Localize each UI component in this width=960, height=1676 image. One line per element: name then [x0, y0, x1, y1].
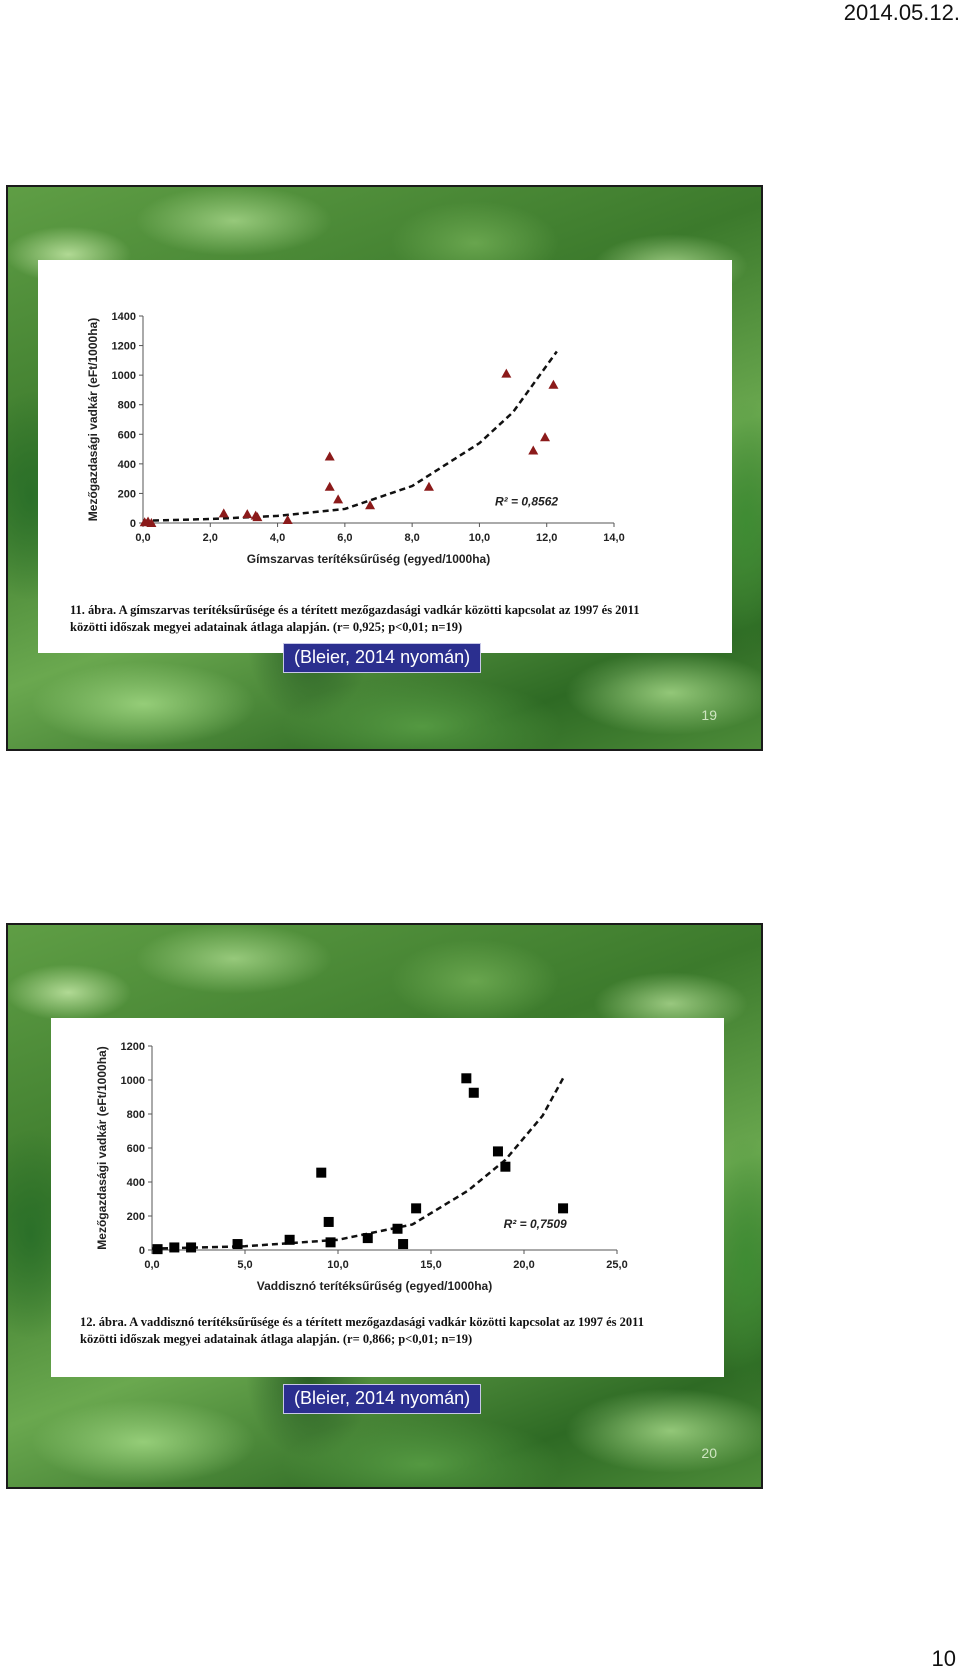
data-point [540, 432, 551, 442]
data-point [333, 494, 344, 504]
y-tick-label: 600 [127, 1143, 145, 1155]
data-point [325, 1237, 336, 1248]
data-point [324, 481, 335, 491]
x-axis-title: Gímszarvas terítéksűrűség (egyed/1000ha) [247, 552, 490, 566]
x-tick-label: 4,0 [270, 532, 285, 544]
y-tick-label: 400 [118, 459, 136, 471]
y-tick-label: 600 [118, 429, 136, 441]
y-tick-label: 1200 [121, 1041, 145, 1053]
x-tick-label: 14,0 [603, 532, 624, 544]
x-tick-label: 15,0 [420, 1259, 441, 1271]
chart-panel-red-deer: 0 200 400 600 800 1000 1200 1400 0,0 2,0 4,0 6,0 8,0… [38, 260, 732, 653]
source-label: (Bleier, 2014 nyomán) [283, 1384, 482, 1414]
page-date: 2014.05.12. [843, 0, 960, 25]
data-point [558, 1203, 569, 1214]
slide-number: 20 [701, 1445, 717, 1461]
data-point [362, 1233, 373, 1244]
data-point [218, 508, 229, 518]
data-point [411, 1203, 422, 1214]
data-point [468, 1087, 479, 1098]
data-point [365, 500, 376, 510]
x-tick-label: 10,0 [469, 532, 490, 544]
r-squared-label: R² = 0,7509 [504, 1217, 567, 1231]
data-point [146, 518, 157, 527]
y-tick-label: 400 [127, 1177, 145, 1189]
x-tick-label: 6,0 [337, 532, 352, 544]
data-point [528, 445, 539, 455]
x-axis-title: Vaddisznó terítéksűrűség (egyed/1000ha) [257, 1279, 492, 1293]
source-label: (Bleier, 2014 nyomán) [283, 643, 482, 673]
chart-wild-boar: 0 200 400 600 800 1000 1200 0,0 5,0 10,0 15,0 20,0 2… [95, 1041, 628, 1293]
data-point [169, 1242, 180, 1253]
data-point [242, 509, 253, 519]
x-tick-label: 12,0 [536, 532, 557, 544]
data-point [252, 512, 263, 522]
data-point [392, 1223, 403, 1234]
y-tick-label: 200 [118, 488, 136, 500]
y-tick-label: 1000 [121, 1075, 145, 1087]
page-number: 10 [931, 1646, 956, 1671]
data-point [284, 1234, 295, 1245]
y-axis-title: Mezőgazdasági vadkár (eFt/1000ha) [95, 1046, 109, 1249]
data-point [316, 1167, 327, 1178]
x-tick-label: 8,0 [404, 532, 419, 544]
r-squared-label: R² = 0,8562 [495, 494, 558, 508]
slide-number: 19 [701, 707, 717, 723]
trendline [151, 1077, 565, 1250]
y-axis-title: Mezőgazdasági vadkár (eFt/1000ha) [86, 318, 100, 521]
trendline [142, 350, 558, 523]
data-point [232, 1239, 243, 1250]
x-tick-label: 10,0 [327, 1259, 348, 1271]
x-tick-label: 0,0 [135, 532, 150, 544]
data-point [501, 368, 512, 378]
y-tick-label: 1200 [112, 341, 136, 353]
data-point [461, 1073, 472, 1084]
data-point [282, 515, 293, 525]
x-tick-label: 20,0 [513, 1259, 534, 1271]
y-tick-label: 800 [127, 1109, 145, 1121]
chart-panel-wild-boar: 0 200 400 600 800 1000 1200 0,0 5,0 10,0 15,0 20,0 2… [51, 1018, 724, 1377]
data-point [152, 1244, 163, 1255]
x-tick-label: 0,0 [144, 1259, 159, 1271]
x-tick-label: 2,0 [203, 532, 218, 544]
y-tick-label: 1400 [112, 311, 136, 323]
data-point [398, 1239, 409, 1250]
data-point [423, 481, 434, 491]
data-point [492, 1146, 503, 1157]
figure-caption: 11. ábra. A gímszarvas terítéksűrűsége é… [70, 603, 640, 634]
x-tick-label: 25,0 [606, 1259, 627, 1271]
y-tick-label: 1000 [112, 370, 136, 382]
y-tick-label: 800 [118, 400, 136, 412]
data-point [548, 379, 559, 389]
data-point [500, 1161, 511, 1172]
slide-19: 0 200 400 600 800 1000 1200 1400 0,0 2,0 4,0 6,0 8,0… [6, 185, 763, 751]
data-point [186, 1242, 197, 1253]
y-tick-label: 200 [127, 1211, 145, 1223]
data-point [323, 1216, 334, 1227]
x-tick-label: 5,0 [237, 1259, 252, 1271]
chart-red-deer: 0 200 400 600 800 1000 1200 1400 0,0 2,0 4,0 6,0 8,0… [86, 311, 625, 566]
slide-20: 0 200 400 600 800 1000 1200 0,0 5,0 10,0 15,0 20,0 2… [6, 923, 763, 1489]
data-point [324, 451, 335, 461]
figure-caption: 12. ábra. A vaddisznó terítéksűrűsége és… [80, 1315, 644, 1346]
y-tick-label: 0 [139, 1245, 145, 1257]
y-tick-label: 0 [130, 518, 136, 530]
